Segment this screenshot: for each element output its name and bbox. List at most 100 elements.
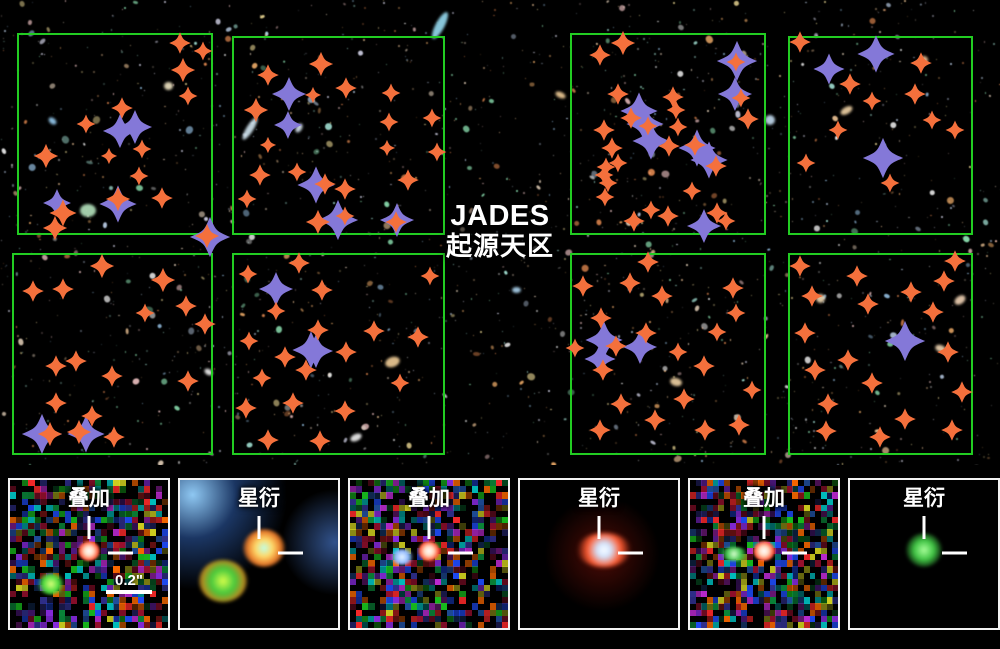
orange-4-point-star <box>335 341 357 363</box>
orange-4-point-star <box>45 355 67 377</box>
blue-4-point-star <box>717 76 753 112</box>
source-tick-vertical <box>257 515 261 539</box>
orange-4-point-star <box>620 107 642 129</box>
orange-4-point-star <box>684 134 706 156</box>
blue-4-point-star <box>620 92 658 130</box>
orange-4-point-star <box>66 419 92 445</box>
inset-panel-row: 叠加 0.2" 星衍 叠加 星衍 叠加 星衍 <box>0 465 1000 649</box>
orange-4-point-star <box>673 388 695 410</box>
orange-4-point-star <box>658 135 680 157</box>
blue-4-point-star <box>297 166 335 204</box>
orange-4-point-star <box>307 319 329 341</box>
orange-4-point-star <box>742 380 762 400</box>
orange-4-point-star <box>804 359 826 381</box>
orange-4-point-star <box>170 57 196 83</box>
orange-4-point-star <box>589 44 611 66</box>
orange-4-point-star <box>837 349 859 371</box>
orange-4-point-star <box>594 165 614 185</box>
orange-4-point-star <box>420 266 440 286</box>
orange-4-point-star <box>111 97 133 119</box>
inset-label: 叠加 <box>743 487 785 510</box>
source-tick-vertical <box>597 515 601 539</box>
source-tick-horizontal <box>447 551 473 555</box>
orange-4-point-star <box>305 209 331 235</box>
scale-bar-label: 0.2" <box>115 572 143 589</box>
blue-4-point-star <box>884 320 926 362</box>
orange-4-point-star <box>237 189 257 209</box>
orange-4-point-star <box>605 335 627 357</box>
inset-label: 叠加 <box>408 487 450 510</box>
source-tick-vertical <box>762 515 766 539</box>
blue-4-point-star <box>43 189 71 217</box>
orange-4-point-star <box>45 392 67 414</box>
orange-4-point-star <box>595 187 615 207</box>
orange-4-point-star <box>608 153 628 173</box>
orange-4-point-star <box>705 155 727 177</box>
inset-target-source <box>78 541 100 562</box>
orange-4-point-star <box>363 320 385 342</box>
orange-4-point-star <box>817 393 839 415</box>
source-tick-horizontal <box>781 551 807 555</box>
inset-label: 叠加 <box>68 487 110 510</box>
inset-label: 星衍 <box>238 487 280 510</box>
orange-4-point-star <box>259 136 277 154</box>
orange-4-point-star <box>619 272 641 294</box>
orange-4-point-star <box>52 278 74 300</box>
orange-4-point-star <box>334 178 356 200</box>
orange-4-point-star <box>601 137 623 159</box>
orange-4-point-star <box>635 322 657 344</box>
inset-4: 星衍 <box>518 478 680 630</box>
blue-4-point-star <box>632 122 670 160</box>
orange-4-point-star <box>815 420 837 442</box>
orange-4-point-star <box>565 338 585 358</box>
figure-caption: JADES 起源天区 <box>380 200 620 262</box>
orange-4-point-star <box>941 419 963 441</box>
inset-secondary-source <box>198 559 247 602</box>
orange-4-point-star <box>385 211 407 233</box>
orange-4-point-star <box>235 397 257 419</box>
orange-4-point-star <box>828 120 848 140</box>
orange-4-point-star <box>193 41 213 61</box>
orange-4-point-star <box>951 381 973 403</box>
inset-secondary-source <box>37 572 66 595</box>
orange-4-point-star <box>869 426 891 448</box>
orange-4-point-star <box>904 83 926 105</box>
blue-4-point-star <box>585 321 623 359</box>
orange-4-point-star <box>638 116 658 136</box>
orange-4-point-star <box>933 270 955 292</box>
blue-4-point-star <box>813 53 845 85</box>
orange-4-point-star <box>668 342 688 362</box>
orange-4-point-star <box>880 173 900 193</box>
orange-4-point-star <box>862 91 882 111</box>
orange-4-point-star <box>65 350 87 372</box>
blue-4-point-star <box>258 271 294 307</box>
orange-4-point-star <box>308 51 334 77</box>
deep-field-sky <box>0 0 1000 465</box>
orange-4-point-star <box>651 285 673 307</box>
orange-4-point-star <box>252 368 272 388</box>
orange-4-point-star <box>668 117 688 137</box>
orange-4-point-star <box>666 100 686 120</box>
orange-4-point-star <box>266 301 286 321</box>
orange-4-point-star <box>304 86 322 104</box>
orange-4-point-star <box>728 414 750 436</box>
inset-target-source <box>242 529 285 568</box>
inset-noise-field <box>350 480 508 628</box>
orange-4-point-star <box>789 255 811 277</box>
orange-4-point-star <box>857 293 879 315</box>
orange-4-point-star <box>922 301 944 323</box>
inset-6: 星衍 <box>848 478 1000 630</box>
orange-4-point-star <box>945 120 965 140</box>
orange-4-point-star <box>944 250 966 272</box>
orange-4-point-star <box>693 355 715 377</box>
orange-4-point-star <box>135 303 155 323</box>
orange-4-point-star <box>572 275 594 297</box>
orange-4-point-star <box>789 31 811 53</box>
orange-4-point-star <box>381 83 401 103</box>
orange-4-point-star <box>610 30 636 56</box>
inset-smooth-field <box>520 480 678 628</box>
orange-4-point-star <box>641 200 661 220</box>
orange-4-point-star <box>335 77 357 99</box>
orange-4-point-star <box>378 139 396 157</box>
orange-4-point-star <box>796 153 816 173</box>
